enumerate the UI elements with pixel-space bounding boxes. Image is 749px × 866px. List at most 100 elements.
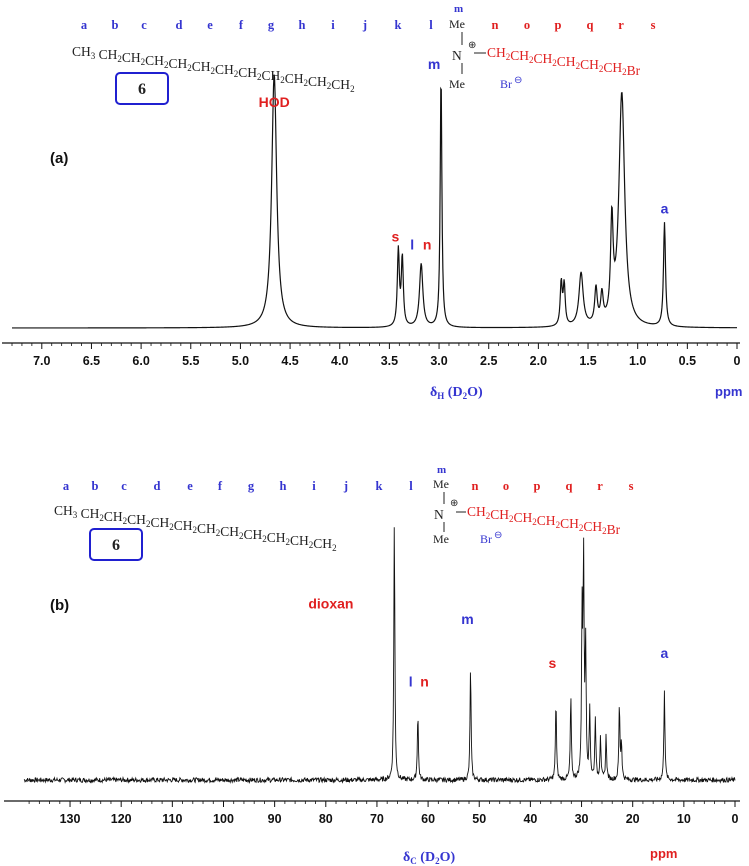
structure-letter-c: c — [141, 18, 147, 32]
counter-ion-a: Br ⊖ — [500, 75, 522, 91]
compound-label-a: 6 — [138, 81, 146, 98]
nitrogen-b: N — [434, 507, 444, 522]
structure-letter-j: j — [343, 479, 348, 493]
unit-label-a: ppm — [715, 384, 742, 399]
compound-label-b: 6 — [112, 537, 120, 554]
peak-annotation: l — [410, 236, 414, 252]
panel-label-b: (b) — [50, 597, 69, 614]
peak-annotation: HOD — [259, 94, 290, 110]
x-tick-label: 2.5 — [480, 354, 497, 368]
carbon-letters-b: a b c d e f g h i j k l — [63, 479, 413, 493]
plus-charge-a: ⊕ — [468, 40, 476, 51]
x-tick-label: 40 — [523, 812, 537, 826]
structure-letter-r: r — [597, 479, 603, 493]
x-tick-label: 6.0 — [132, 354, 149, 368]
chain-formula-a: CH3 CH2CH2CH2CH2CH2CH2CH2CH2CH2CH2CH2 — [72, 44, 355, 94]
structure-letter-l: l — [429, 18, 433, 32]
peak-annotation: m — [428, 56, 440, 72]
peak-annotation: s — [548, 655, 556, 671]
label-m-b: m — [437, 464, 446, 476]
x-tick-label: 20 — [626, 812, 640, 826]
structure-letter-p: p — [555, 18, 562, 32]
structure-letter-j: j — [362, 18, 367, 32]
structure-letter-i: i — [312, 479, 316, 493]
x-tick-label: 30 — [575, 812, 589, 826]
compound-box-b — [89, 528, 143, 561]
panel-label-a: (a) — [50, 150, 68, 167]
spectrum-trace — [23, 527, 736, 784]
x-tick-label: 110 — [162, 812, 182, 826]
plot-a: 7.0 6.5 6.0 5.5 5.0 4.5 4.0 3.5 3.0 2.5 2.0 1.5 1.0 0… — [2, 56, 741, 368]
x-tick-label: 7.0 — [33, 354, 50, 368]
peak-annotation: a — [661, 645, 669, 661]
x-tick-label: 50 — [472, 812, 486, 826]
structure-letter-d: d — [154, 479, 161, 493]
structure-letter-g: g — [248, 479, 255, 493]
methyl-top-b: Me — [433, 477, 449, 491]
methyl-bottom-b: Me — [433, 532, 449, 546]
spectrum-trace — [12, 74, 737, 329]
x-tick-label: 2.0 — [530, 354, 547, 368]
structure-letter-s: s — [629, 479, 634, 493]
structure-a: a b c d e f g h i j k l CH3 CH2CH2CH2CH2CH2CH2CH2CH… — [72, 3, 656, 105]
x-tick-label: 1.5 — [579, 354, 596, 368]
label-m-a: m — [454, 3, 463, 15]
structure-letter-b: b — [112, 18, 119, 32]
structure-letter-n: n — [492, 18, 499, 32]
structure-letter-a: a — [81, 18, 88, 32]
peak-annotation: m — [461, 611, 473, 627]
structure-letter-c: c — [121, 479, 127, 493]
peak-annotation: a — [661, 201, 669, 217]
unit-label-b: ppm — [650, 846, 677, 861]
arm-letters-b: n o p q r s — [472, 479, 634, 493]
structure-letter-e: e — [207, 18, 213, 32]
x-tick-label: 0 — [732, 812, 739, 826]
x-tick-label: 4.5 — [281, 354, 298, 368]
compound-box-a — [115, 72, 169, 105]
structure-letter-f: f — [218, 479, 223, 493]
nitrogen-a: N — [452, 48, 462, 63]
x-tick-label: 6.5 — [83, 354, 100, 368]
structure-letter-h: h — [299, 18, 306, 32]
structure-letter-e: e — [187, 479, 193, 493]
bromo-arm-b: CH2CH2CH2CH2CH2CH2Br — [467, 504, 621, 537]
x-tick-label: 5.5 — [182, 354, 199, 368]
x-tick-label: 70 — [370, 812, 384, 826]
structure-letter-o: o — [524, 18, 530, 32]
structure-letter-d: d — [176, 18, 183, 32]
x-tick-label: 10 — [677, 812, 691, 826]
x-tick-label: 1.0 — [629, 354, 646, 368]
x-tick-label: 100 — [213, 812, 234, 826]
structure-letter-g: g — [268, 18, 275, 32]
x-axis-title-a: δH (D2O) — [430, 385, 483, 401]
x-axis-title-b: δC (D2O) — [403, 850, 455, 866]
counter-ion-b: Br ⊖ — [480, 530, 502, 546]
structure-letter-f: f — [239, 18, 244, 32]
peak-annotation: dioxan — [308, 595, 353, 611]
x-tick-label: 0 — [734, 354, 741, 368]
structure-letter-q: q — [587, 18, 594, 32]
x-tick-label: 130 — [60, 812, 81, 826]
structure-letter-k: k — [395, 18, 402, 32]
arm-letters-a: n o p q r s — [492, 18, 656, 32]
structure-letter-b: b — [92, 479, 99, 493]
structure-letter-p: p — [534, 479, 541, 493]
structure-letter-a: a — [63, 479, 70, 493]
structure-letter-q: q — [566, 479, 573, 493]
structure-letter-i: i — [331, 18, 335, 32]
chain-formula-b: CH3 CH2CH2CH2CH2CH2CH2CH2CH2CH2CH2CH2 — [54, 503, 337, 553]
x-tick-label: 80 — [319, 812, 333, 826]
bromo-arm-a: CH2CH2CH2CH2CH2CH2Br — [487, 45, 641, 78]
peak-annotation: l — [409, 673, 413, 689]
structure-letter-h: h — [280, 479, 287, 493]
structure-letter-o: o — [503, 479, 509, 493]
structure-letter-n: n — [472, 479, 479, 493]
x-tick-label: 4.0 — [331, 354, 348, 368]
peak-annotation: s — [391, 229, 399, 245]
x-tick-label: 90 — [268, 812, 282, 826]
structure-letter-s: s — [651, 18, 656, 32]
structure-letter-l: l — [409, 479, 413, 493]
structure-letter-r: r — [618, 18, 624, 32]
x-tick-label: 120 — [111, 812, 132, 826]
